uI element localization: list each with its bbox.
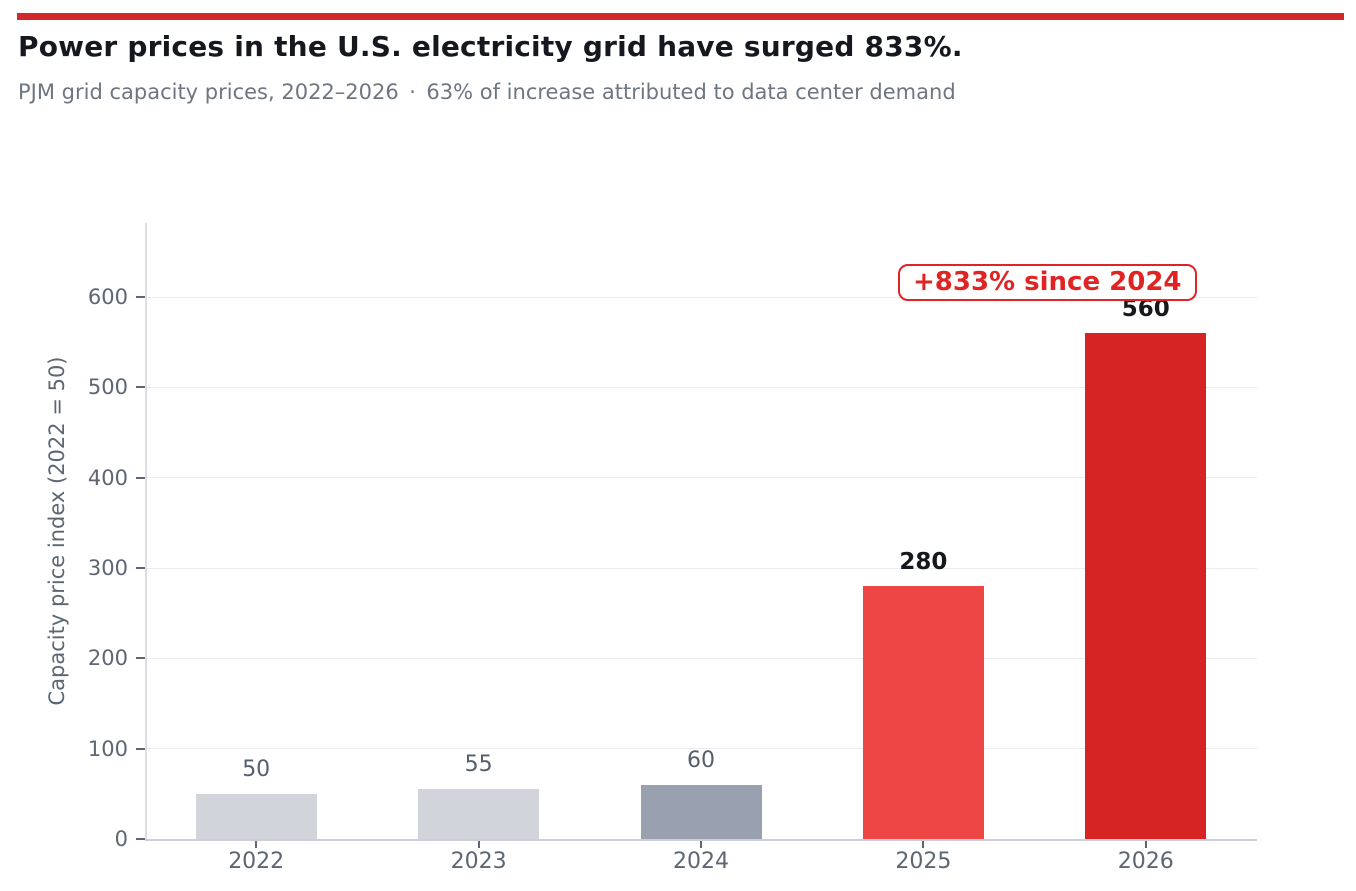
gridline — [145, 567, 1257, 569]
y-tick-label: 500 — [87, 375, 128, 400]
gridline — [145, 386, 1257, 388]
x-tick-label: 2023 — [450, 849, 507, 874]
gridline — [145, 477, 1257, 479]
y-tick-mark — [136, 567, 145, 569]
x-tick-mark — [700, 841, 702, 848]
y-tick-mark — [136, 838, 145, 840]
bar-2026 — [1085, 333, 1207, 839]
y-tick-mark — [136, 747, 145, 750]
chart-title: Power prices in the U.S. electricity gri… — [18, 30, 963, 63]
y-tick-label: 200 — [87, 646, 128, 671]
y-tick-mark — [136, 657, 145, 660]
x-tick-label: 2026 — [1117, 849, 1174, 874]
x-tick-mark — [1144, 841, 1147, 848]
gridline — [145, 657, 1257, 659]
y-tick-mark — [136, 296, 145, 298]
bar-value-label: 280 — [899, 549, 948, 576]
annotation-callout: +833% since 2024 — [898, 264, 1197, 301]
bar-value-label: 60 — [687, 747, 715, 773]
bar-2022 — [195, 793, 317, 839]
y-tick-label: 600 — [87, 285, 128, 309]
y-tick-mark — [136, 386, 145, 389]
y-tick-label: 300 — [87, 556, 128, 580]
gridline — [145, 296, 1257, 298]
x-axis-line — [145, 839, 1257, 841]
bar-2024 — [640, 784, 762, 839]
x-tick-label: 2024 — [673, 849, 729, 874]
y-tick-label: 100 — [87, 736, 128, 761]
y-tick-label: 0 — [114, 827, 128, 851]
bar-2025 — [862, 586, 984, 839]
x-tick-label: 2025 — [895, 849, 952, 874]
y-tick-mark — [136, 476, 145, 479]
gridline — [145, 748, 1257, 750]
y-tick-label: 400 — [87, 465, 128, 490]
x-tick-label: 2022 — [228, 849, 285, 874]
y-axis-title: Capacity price index (2022 = 50) — [45, 356, 69, 706]
x-tick-mark — [477, 841, 480, 848]
x-tick-mark — [922, 841, 925, 848]
accent-rule — [17, 13, 1344, 20]
bar-2023 — [418, 789, 540, 839]
bar-value-label: 50 — [242, 756, 271, 782]
chart-subtitle: PJM grid capacity prices, 2022–2026 · 63… — [18, 80, 956, 104]
y-axis-line — [145, 223, 147, 840]
bar-value-label: 55 — [464, 752, 493, 778]
x-tick-mark — [255, 841, 258, 848]
